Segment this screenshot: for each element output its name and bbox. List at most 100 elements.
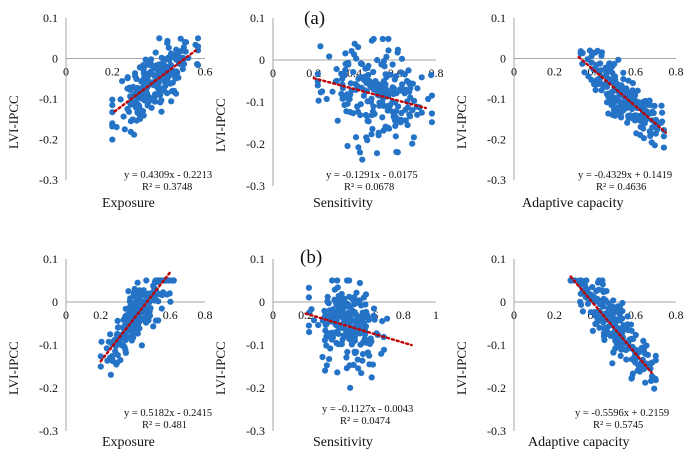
- data-point: [173, 46, 180, 53]
- data-point: [122, 329, 129, 336]
- data-point: [595, 286, 602, 293]
- data-point: [418, 74, 425, 81]
- data-point: [136, 64, 143, 71]
- data-point: [384, 315, 391, 322]
- data-point: [150, 323, 157, 330]
- data-point: [595, 316, 602, 323]
- y-axis-label: LVI-IPCC: [454, 341, 469, 395]
- data-point: [581, 282, 589, 289]
- data-point: [623, 324, 630, 331]
- data-point: [165, 44, 172, 51]
- data-point: [402, 117, 409, 124]
- data-point: [354, 108, 362, 115]
- data-point: [652, 352, 659, 359]
- data-point: [410, 134, 417, 141]
- data-point: [651, 385, 658, 392]
- data-point: [344, 100, 351, 107]
- data-point: [370, 103, 377, 110]
- data-point: [398, 55, 406, 62]
- data-point: [156, 35, 163, 42]
- data-point: [140, 112, 147, 119]
- data-point: [98, 338, 105, 345]
- data-point: [305, 322, 312, 329]
- x-axis-label: Sensitivity: [313, 196, 373, 211]
- data-point: [152, 49, 159, 56]
- data-point: [596, 297, 603, 304]
- data-point: [411, 97, 418, 104]
- y-tick-label: -0.2: [39, 133, 58, 147]
- y-tick-label: 0.1: [250, 11, 265, 25]
- data-point: [155, 80, 162, 87]
- x-tick-label: 0.8: [669, 308, 684, 322]
- trendline: [569, 275, 653, 374]
- data-point: [155, 86, 162, 93]
- y-axis-label: LVI-IPCC: [6, 341, 21, 395]
- data-point: [405, 67, 412, 74]
- data-point: [588, 52, 595, 60]
- data-point: [107, 331, 114, 338]
- trend-equation: y = -0.1291x - 0.0175: [326, 170, 418, 181]
- data-point: [586, 47, 594, 54]
- r-squared: R² = 0.3748: [142, 182, 192, 193]
- data-point: [371, 316, 378, 323]
- data-point: [383, 124, 390, 132]
- data-point: [305, 284, 312, 291]
- data-point: [386, 88, 394, 95]
- x-tick-label: 0.2: [547, 308, 562, 322]
- data-points: [577, 47, 668, 151]
- scatter-plots: 0.10-0.1-0.2-0.300.20.40.6y = 0.4309x - …: [6, 11, 684, 450]
- data-point: [113, 361, 120, 368]
- y-tick-label: 0: [500, 52, 506, 66]
- trend-equation: y = -0.4329x + 0.1419: [578, 170, 672, 181]
- panel-label-b: (b): [300, 247, 322, 268]
- y-tick-label: 0: [259, 295, 265, 309]
- data-point: [370, 35, 377, 43]
- y-tick-label: -0.1: [246, 95, 265, 109]
- data-point: [154, 277, 162, 284]
- data-point: [114, 324, 122, 331]
- data-point: [158, 305, 165, 312]
- trend-equation: y = -0.5596x + 0.2159: [575, 408, 669, 419]
- x-tick-label: 0: [63, 65, 69, 79]
- data-point: [380, 78, 387, 85]
- data-point: [122, 336, 129, 343]
- data-point: [605, 110, 612, 117]
- data-point: [418, 109, 425, 116]
- data-point: [610, 349, 617, 356]
- data-point: [327, 345, 334, 352]
- data-point: [168, 98, 175, 105]
- data-point: [329, 88, 336, 95]
- data-point: [344, 142, 351, 150]
- x-tick-label: 0: [63, 308, 69, 322]
- data-point: [363, 339, 370, 346]
- data-point: [350, 110, 357, 117]
- scatter-plot-5: 0.10-0.1-0.2-0.300.20.40.60.81y = -0.112…: [213, 252, 439, 450]
- data-point: [414, 85, 421, 92]
- data-point: [353, 289, 360, 296]
- data-point: [624, 101, 631, 108]
- data-point: [378, 61, 385, 68]
- data-point: [135, 320, 142, 327]
- x-tick-label: 0.8: [669, 65, 684, 79]
- y-tick-label: -0.2: [487, 133, 506, 147]
- data-point: [142, 313, 149, 320]
- data-point: [155, 317, 162, 324]
- data-point: [350, 69, 357, 76]
- data-point: [305, 294, 312, 301]
- data-point: [122, 349, 129, 356]
- data-point: [617, 317, 624, 324]
- panel-label-a: (a): [304, 8, 325, 29]
- data-point: [365, 71, 372, 79]
- data-point: [360, 320, 367, 327]
- x-axis-label: Exposure: [102, 435, 155, 450]
- y-tick-label: -0.3: [246, 179, 265, 193]
- data-point: [137, 301, 144, 308]
- data-point: [394, 49, 401, 56]
- data-point: [425, 95, 432, 103]
- data-point: [428, 110, 435, 117]
- data-point: [360, 92, 367, 99]
- data-point: [367, 98, 374, 105]
- data-point: [611, 60, 618, 68]
- data-point: [380, 346, 388, 353]
- data-point: [384, 103, 391, 110]
